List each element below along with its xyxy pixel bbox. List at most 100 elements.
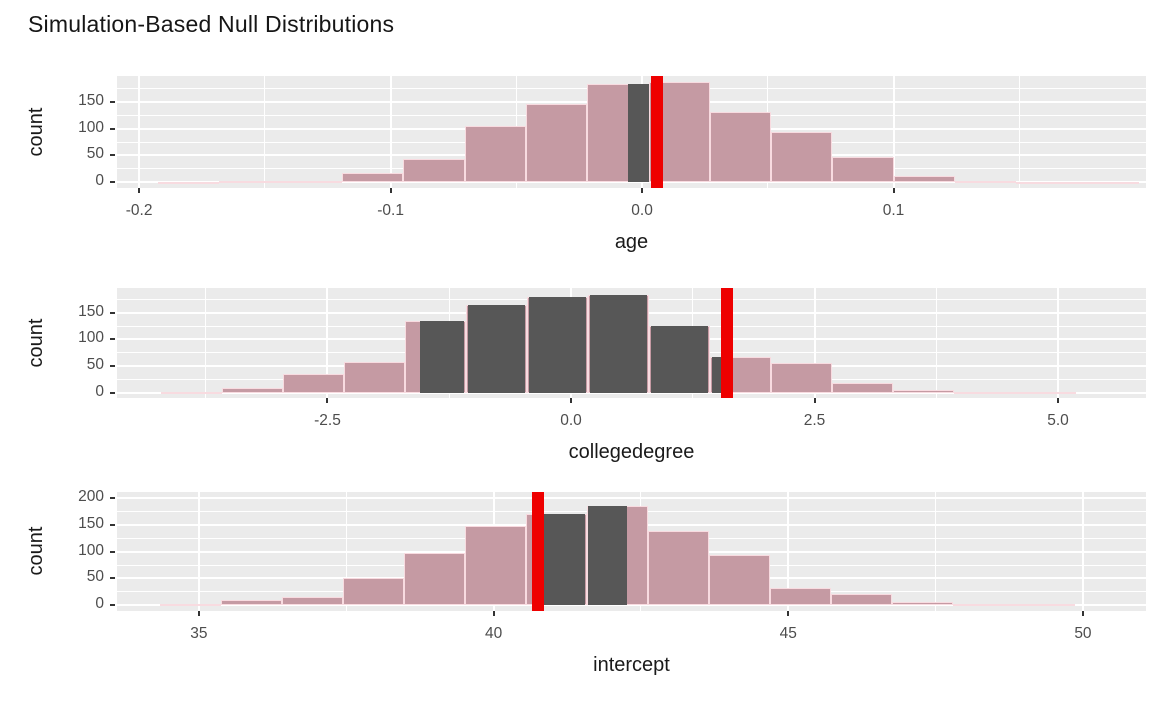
histogram-bar: [1013, 604, 1075, 607]
y-tick-label: 50: [86, 568, 104, 586]
histogram-bar: [219, 181, 281, 184]
x-tick-mark: [892, 188, 895, 193]
x-tick-mark: [570, 398, 572, 403]
x-tick-label: 0.0: [560, 411, 582, 429]
gridline-major: [117, 391, 1146, 394]
x-tick-label: -0.2: [125, 201, 153, 219]
gridline-major: [117, 181, 1146, 184]
histogram-bar: [160, 391, 222, 394]
y-tick-label: 0: [95, 595, 104, 612]
y-tick-mark: [109, 550, 115, 553]
gridline-major: [326, 288, 329, 398]
gridline-major: [1081, 491, 1084, 611]
histogram-bar: [157, 181, 220, 184]
histogram-bar: [648, 531, 709, 605]
x-tick-mark: [1081, 611, 1084, 616]
y-tick-label: 150: [78, 302, 104, 320]
histogram-bar: [891, 602, 953, 605]
x-axis-title-collegedegree: collegedegree: [568, 440, 695, 463]
gridline-major: [389, 76, 392, 188]
histogram-bar: [342, 578, 404, 605]
x-tick-mark: [1057, 398, 1060, 403]
histogram-bar: [954, 391, 1016, 394]
histogram-bar: [952, 604, 1014, 607]
y-tick-mark: [109, 181, 115, 184]
y-tick-label: 50: [86, 145, 104, 163]
x-tick-label: -2.5: [314, 411, 341, 429]
y-tick-mark: [109, 365, 115, 368]
dark-bar-segment: [651, 325, 708, 393]
dark-bar-segment: [628, 84, 649, 183]
histogram-bar: [1016, 181, 1078, 184]
histogram-bar: [403, 158, 465, 183]
dark-bar-segment: [420, 320, 464, 393]
gridline-minor: [264, 76, 266, 188]
histogram-bar: [282, 373, 344, 393]
gridline-minor: [1018, 76, 1020, 188]
x-axis-title-intercept: intercept: [593, 653, 670, 676]
x-axis-title-age: age: [614, 230, 649, 253]
y-axis-title: count: [25, 107, 47, 157]
observed-stat-line-collegedegree: [720, 288, 733, 398]
histogram-bar: [160, 604, 221, 607]
gridline-major: [138, 76, 141, 188]
gridline-major: [197, 491, 200, 611]
histogram-bar: [708, 555, 770, 605]
dark-bar-segment: [590, 294, 647, 393]
y-tick-label: 150: [78, 514, 104, 532]
histogram-bar: [709, 112, 772, 183]
x-tick-label: 50: [1074, 624, 1092, 642]
histogram-bar: [464, 526, 526, 605]
histogram-bar: [525, 103, 588, 183]
gridline-major: [813, 288, 816, 398]
y-tick-mark: [109, 523, 115, 526]
histogram-bar: [222, 387, 283, 393]
x-tick-label: 35: [190, 624, 208, 642]
histogram-bar: [1077, 181, 1140, 184]
histogram-bar: [220, 600, 282, 605]
y-tick-mark: [109, 154, 115, 157]
y-tick-mark: [109, 100, 115, 103]
x-tick-mark: [641, 188, 644, 193]
x-tick-label: 0.1: [882, 201, 905, 219]
y-tick-mark: [109, 338, 115, 341]
x-tick-mark: [813, 398, 816, 403]
gridline-major: [117, 497, 1146, 500]
histogram-bar: [830, 594, 892, 605]
x-tick-label: -0.1: [377, 201, 404, 219]
histogram-bar: [280, 180, 342, 183]
x-tick-mark: [197, 611, 200, 616]
y-tick-label: 100: [78, 118, 104, 136]
y-tick-label: 50: [86, 356, 104, 374]
histogram-bar: [832, 382, 894, 393]
histogram-bar: [770, 362, 833, 393]
dark-bar-segment: [529, 297, 586, 393]
x-tick-mark: [787, 611, 790, 616]
y-tick-mark: [109, 577, 115, 580]
x-tick-label: 5.0: [1047, 411, 1069, 429]
y-tick-label: 0: [95, 172, 104, 190]
histogram-bar: [893, 175, 956, 183]
y-tick-mark: [109, 604, 115, 606]
histogram-bar: [282, 597, 343, 605]
x-tick-mark: [326, 398, 329, 403]
histogram-bar: [955, 181, 1017, 184]
dark-bar-segment: [712, 356, 721, 393]
y-tick-label: 150: [78, 91, 104, 109]
gridline-major: [892, 76, 895, 188]
histogram-bar: [832, 156, 894, 183]
x-tick-mark: [138, 188, 141, 193]
y-tick-mark: [109, 391, 115, 394]
y-tick-label: 200: [78, 488, 104, 506]
y-tick-label: 100: [78, 329, 104, 347]
observed-stat-line-intercept: [532, 491, 545, 611]
histogram-bar: [771, 132, 833, 183]
histogram-bar: [1015, 392, 1077, 395]
y-tick-mark: [109, 497, 115, 500]
gridline-major: [787, 491, 790, 611]
x-tick-mark: [492, 611, 495, 616]
histogram-bar: [343, 361, 406, 393]
x-tick-label: 40: [484, 624, 503, 642]
gridline-minor: [935, 288, 937, 398]
